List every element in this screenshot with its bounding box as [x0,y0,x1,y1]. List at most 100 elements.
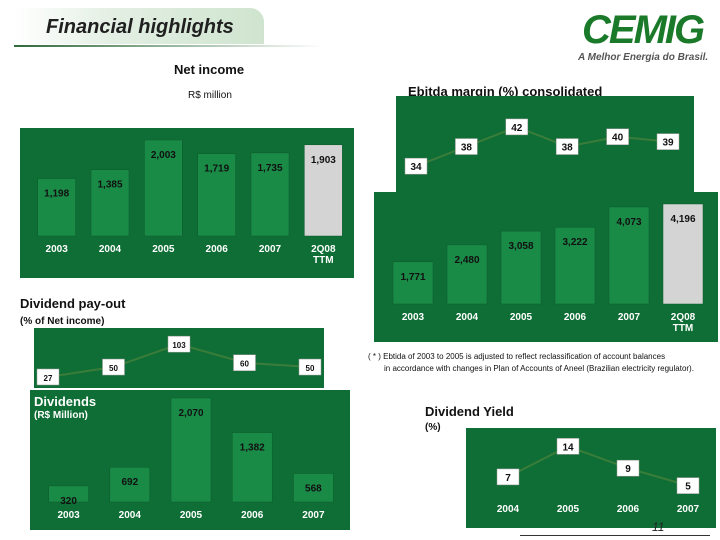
point-ebitda_margin-0 [404,157,428,175]
point-ebitda_margin-1 [455,138,478,155]
value-label-ebitda-1: 2,480 [454,255,479,266]
bar-dividends-2 [170,397,212,503]
category-label-ebitda-1: 2004 [456,312,479,323]
value-label-net_income-4: 1,735 [257,163,282,174]
logo-tagline: A Melhor Energia do Brasil. [578,52,709,63]
value-label-ebitda_margin-2: 42 [511,123,523,134]
value-label-net_income-0: 1,198 [44,189,69,200]
point-ebitda_margin-3 [555,138,579,155]
value-label-net_income-3: 1,719 [204,164,229,175]
net-income-subtitle: R$ million [188,90,232,101]
category-label-dividend_yield-1: 2005 [557,504,580,515]
bar-dividends-3 [231,432,273,503]
value-label-ebitda_margin-1: 38 [461,143,473,154]
footnote-line-1: ( * ) Ebtida of 2003 to 2005 is adjusted… [368,352,666,361]
page-number-rule [520,535,710,536]
ebitda-margin-title: Ebitda margin (%) consolidated [408,84,603,99]
dividend-yield-title: Dividend Yield [425,404,514,419]
dividends-subtitle: (R$ Million) [34,410,88,421]
value-label-dividends-2: 2,070 [178,408,203,419]
point-payout-2 [167,335,191,353]
point-dividend_yield-2 [616,459,640,477]
bar-net_income-0 [37,178,76,237]
category-label-ebitda-0: 2003 [402,312,425,323]
value-label-ebitda-2: 3,058 [508,241,533,252]
value-label-dividend_yield-3: 5 [685,482,691,493]
value-label-net_income-2: 2,003 [151,150,176,161]
value-label-ebitda-0: 1,771 [400,272,425,283]
point-payout-1 [102,358,125,376]
value-label-net_income-5: 1,903 [311,155,336,166]
value-label-dividend_yield-2: 9 [625,464,631,475]
bar-ebitda-2 [500,230,542,305]
point-dividend_yield-0 [496,468,520,486]
bar-ebitda-5 [662,203,704,305]
category-label-dividend_yield-0: 2004 [497,504,520,515]
cemig-logo: CEMIG [582,8,705,52]
value-label-ebitda_margin-0: 34 [410,162,422,173]
dividend-yield-subtitle: (%) [425,422,441,433]
series-line-ebitda_margin [415,125,669,168]
payout-title: Dividend pay-out [20,296,126,311]
value-label-ebitda_margin-4: 40 [612,133,624,144]
value-label-dividends-3: 1,382 [240,443,265,454]
category-label-dividends-2: 2005 [180,510,203,521]
bar-dividends-1 [109,466,151,503]
payout-chart: 27 50 103 60 50 [36,335,322,386]
dividend-yield-panel: 7 14 9 5 2004 2005 2006 2007 [466,428,716,528]
net-income-chart: 1,198 2003 1,385 2004 2,003 2005 1,719 2006 1,73… [37,139,343,266]
value-label-dividend_yield-0: 7 [505,473,511,484]
point-payout-4 [298,358,322,376]
category-label-dividends-4: 2007 [302,510,325,521]
point-dividend_yield-1 [556,438,580,455]
bar-net_income-4 [250,152,290,237]
page-number: 11 [652,520,665,534]
category-label-dividends-3: 2006 [241,510,264,521]
category-label-net_income-0: 2003 [46,244,69,255]
dividend-yield-chart: 7 14 9 5 2004 2005 2006 2007 [496,438,700,515]
footnote-line-2: in accordance with changes in Plan of Ac… [384,364,694,373]
dividends-chart: 320 2003 692 2004 2,070 2005 1,382 2006 568 2007 [48,397,334,521]
value-label-payout-4: 50 [306,364,315,373]
category-label-ebitda-4: 2007 [618,312,641,323]
category-label-dividends-1: 2004 [119,510,142,521]
category-label-net_income-2: 2005 [152,244,175,255]
value-label-ebitda-3: 3,222 [562,237,587,248]
payout-panel: 27 50 103 60 50 [34,328,324,388]
ebitda-margin-panel: 34 38 42 38 40 39 [396,96,694,196]
bar-ebitda-0 [392,261,434,305]
category-label-net_income-1: 2004 [99,244,122,255]
value-label-payout-0: 27 [44,374,53,383]
bar-net_income-3 [197,153,236,237]
page-title: Financial highlights [46,16,234,38]
payout-subtitle: (% of Net income) [20,316,105,327]
dividends-panel: 320 2003 692 2004 2,070 2005 1,382 2006 568 2007 [30,390,350,530]
category-label-ebitda-2: 2005 [510,312,533,323]
value-label-dividends-4: 568 [305,483,322,494]
category-label-dividends-0: 2003 [57,510,80,521]
value-label-ebitda-5: 4,196 [670,214,695,225]
point-ebitda_margin-5 [656,133,680,150]
title-bar [14,8,324,47]
category-label-net_income-3: 2006 [206,244,229,255]
series-line-dividend_yield [507,445,689,487]
value-label-net_income-1: 1,385 [97,180,122,191]
value-label-ebitda-4: 4,073 [616,217,641,228]
value-label-ebitda_margin-5: 39 [662,138,674,149]
bar-ebitda-4 [608,206,650,305]
bar-ebitda-3 [554,226,596,305]
category-label-net_income-5: 2Q08 [311,244,336,255]
bar-ebitda-1 [446,244,488,305]
point-ebitda_margin-2 [505,118,529,136]
value-label-dividend_yield-1: 14 [562,442,574,453]
category-label-ebitda-3: 2006 [564,312,587,323]
point-payout-0 [36,368,60,386]
category-label-net_income-4: 2007 [259,244,282,255]
category-label-ebitda-5: 2Q08 [671,312,696,323]
ebitda-chart: 1,771 2003 2,480 2004 3,058 2005 3,222 2006 4,07… [392,203,704,334]
value-label-payout-2: 103 [172,341,186,350]
value-label-ebitda_margin-3: 38 [562,143,574,154]
value-label-payout-1: 50 [109,364,118,373]
ebitda-margin-chart: 34 38 42 38 40 39 [404,118,680,175]
point-payout-3 [233,354,256,371]
